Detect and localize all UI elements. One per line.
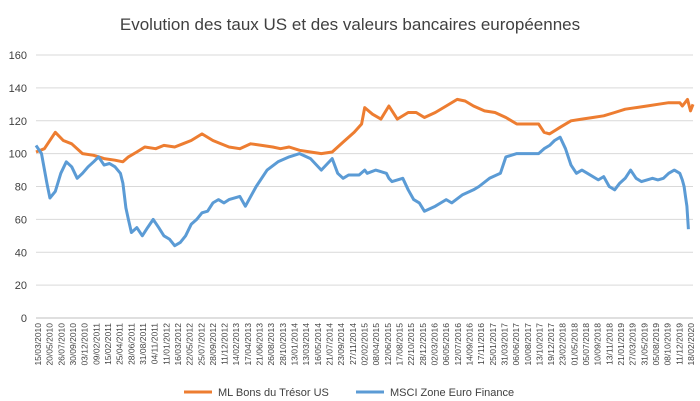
x-tick-label: 13/01/2014 [290, 323, 300, 366]
x-tick-label: 23/09/2014 [336, 323, 346, 366]
y-axis: 0 20 40 60 80 100 120 140 160 [9, 50, 27, 325]
y-tick-label: 0 [21, 313, 27, 325]
x-tick-label: 17/08/2015 [395, 323, 405, 366]
x-tick-label: 11/01/2012 [161, 323, 171, 365]
x-tick-label: 13/11/2018 [604, 323, 614, 365]
x-tick-label: 06/05/2016 [441, 323, 451, 366]
x-tick-label: 22/05/2012 [185, 323, 195, 366]
x-tick-label: 20/05/2010 [45, 323, 55, 366]
x-tick-label: 31/03/2017 [499, 323, 509, 366]
x-tick-label: 28/10/2013 [278, 323, 288, 366]
x-tick-label: 28/06/2011 [126, 323, 136, 365]
x-tick-label: 25/04/2011 [115, 323, 125, 365]
gridlines [36, 54, 693, 319]
x-tick-label: 08/10/2019 [663, 323, 673, 366]
chart-title: Evolution des taux US et des valeurs ban… [120, 15, 580, 34]
x-tick-label: 05/08/2019 [651, 323, 661, 366]
x-tick-label: 02/02/2015 [360, 323, 370, 366]
x-tick-label: 19/12/2017 [546, 323, 556, 366]
x-tick-label: 21/06/2013 [255, 323, 265, 366]
x-tick-label: 09/02/2011 [91, 323, 101, 365]
x-tick-label: 01/05/2018 [569, 323, 579, 366]
x-tick-label: 26/07/2010 [56, 323, 66, 366]
legend-label-bonds: ML Bons du Trésor US [218, 387, 329, 399]
x-tick-label: 15/02/2011 [103, 323, 113, 365]
x-tick-label: 05/07/2018 [581, 323, 591, 366]
x-tick-label: 16/05/2014 [313, 323, 323, 366]
x-tick-label: 31/05/2019 [639, 323, 649, 366]
y-tick-label: 160 [9, 50, 27, 62]
x-tick-label: 17/04/2013 [243, 323, 253, 366]
x-tick-label: 04/11/2011 [150, 323, 160, 365]
x-tick-label: 25/07/2012 [196, 323, 206, 366]
x-tick-label: 21/01/2019 [616, 323, 626, 366]
x-tick-label: 08/04/2015 [371, 323, 381, 366]
x-tick-label: 31/08/2011 [138, 323, 148, 365]
y-tick-label: 120 [9, 116, 27, 128]
x-tick-label: 30/09/2010 [68, 323, 78, 366]
x-tick-label: 26/08/2013 [266, 323, 276, 366]
x-tick-label: 14/09/2016 [464, 323, 474, 366]
y-tick-label: 60 [15, 214, 27, 226]
legend-label-msci: MSCI Zone Euro Finance [390, 387, 514, 399]
x-tick-label: 10/08/2017 [523, 323, 533, 366]
x-tick-label: 17/11/2016 [476, 323, 486, 365]
x-tick-label: 16/03/2012 [173, 323, 183, 366]
x-tick-label: 22/10/2015 [406, 323, 416, 366]
x-tick-label: 02/03/2016 [430, 323, 440, 366]
x-tick-label: 12/06/2015 [383, 323, 393, 366]
x-tick-label: 10/09/2018 [593, 323, 603, 366]
x-tick-label: 25/01/2017 [488, 323, 498, 366]
series-line-bonds [35, 97, 695, 164]
x-tick-label: 06/06/2017 [511, 323, 521, 366]
y-tick-label: 140 [9, 83, 27, 95]
x-tick-label: 11/12/2019 [674, 323, 684, 365]
x-tick-label: 28/12/2015 [418, 323, 428, 366]
legend: ML Bons du Trésor US MSCI Zone Euro Fina… [184, 387, 514, 399]
y-tick-label: 40 [15, 247, 27, 259]
x-axis: 15/03/2010 20/05/2010 26/07/2010 30/09/2010… [33, 323, 696, 366]
x-tick-label: 14/02/2013 [231, 323, 241, 366]
y-tick-label: 80 [15, 182, 27, 194]
x-tick-label: 12/07/2016 [453, 323, 463, 366]
x-tick-label: 11/12/2012 [220, 323, 230, 365]
x-tick-label: 27/03/2019 [628, 323, 638, 366]
x-tick-label: 03/12/2010 [80, 323, 90, 366]
series-line-msci [34, 135, 690, 248]
x-tick-label: 27/11/2014 [348, 323, 358, 365]
x-tick-label: 28/09/2012 [208, 323, 218, 366]
x-tick-label: 18/02/2020 [686, 323, 696, 366]
series-lines [34, 97, 695, 248]
x-tick-label: 23/02/2018 [558, 323, 568, 366]
y-tick-label: 20 [15, 280, 27, 292]
x-tick-label: 21/07/2014 [325, 323, 335, 366]
x-tick-label: 13/03/2014 [301, 323, 311, 366]
y-tick-label: 100 [9, 149, 27, 161]
x-tick-label: 15/03/2010 [33, 323, 43, 366]
x-tick-label: 13/10/2017 [534, 323, 544, 366]
